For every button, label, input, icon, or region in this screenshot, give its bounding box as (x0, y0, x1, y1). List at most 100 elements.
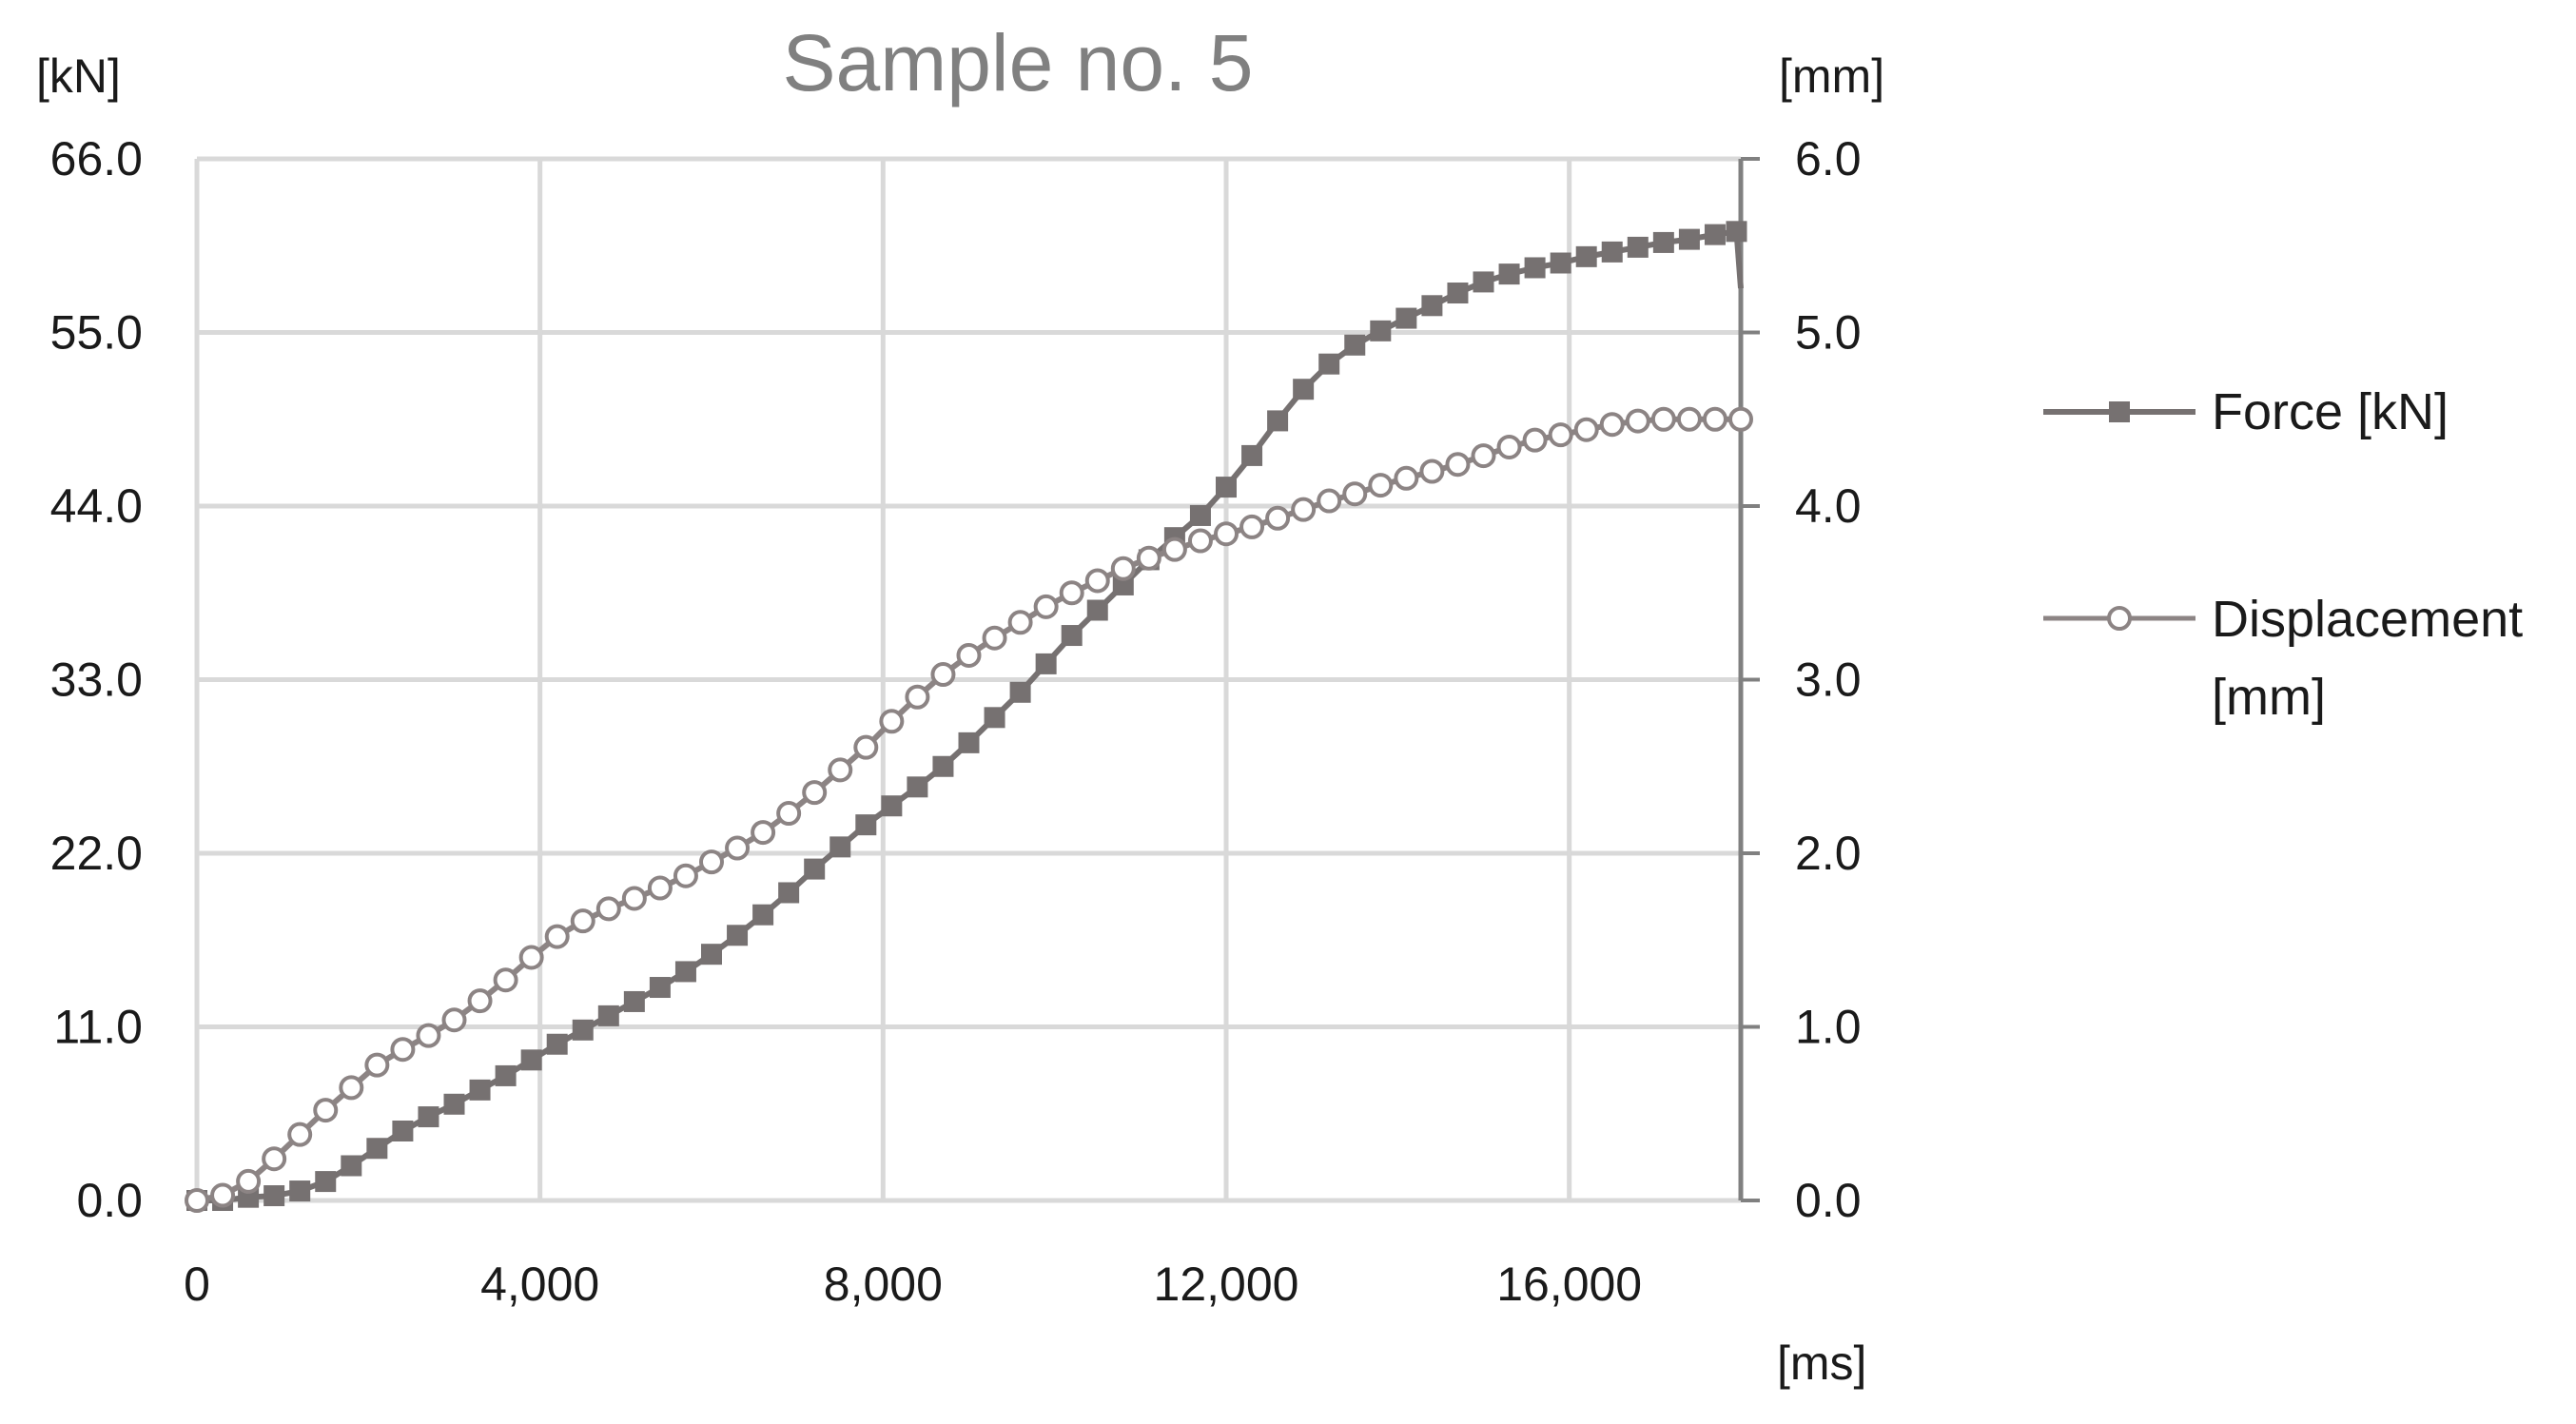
y-left-tick-label: 55.0 (50, 306, 143, 360)
tick-labels: 0.0 0.0 11.0 1.0 22.0 2.0 33.0 3.0 44.0 4.0 55.0 5.… (50, 132, 1862, 1311)
force-data-point (520, 1049, 542, 1071)
displacement-data-point (828, 757, 853, 783)
displacement-data-point (1161, 536, 1187, 562)
displacement-data-point (725, 835, 751, 861)
displacement-data-point (210, 1182, 236, 1208)
force-data-point (623, 990, 645, 1012)
force-data-point (1189, 504, 1211, 526)
y-right-tick-label: 6.0 (1795, 132, 1862, 185)
force-data-point (855, 814, 877, 836)
displacement-data-point (956, 642, 982, 668)
displacement-data-point (287, 1122, 313, 1147)
displacement-data-point (1394, 465, 1419, 491)
y-right-tick-label: 1.0 (1795, 1001, 1862, 1054)
force-data-point (1652, 231, 1674, 253)
force-data-point (315, 1171, 337, 1193)
force-data-point (443, 1093, 465, 1115)
y-right-tick-label: 4.0 (1795, 479, 1862, 533)
force-data-point (984, 707, 1005, 729)
displacement-data-point (1059, 580, 1084, 606)
y-right-tick-label: 5.0 (1795, 306, 1862, 360)
y-right-tick-label: 3.0 (1795, 653, 1862, 707)
force-data-point (752, 904, 774, 926)
displacement-data-point (1265, 505, 1291, 531)
x-tick-label: 0 (184, 1258, 210, 1311)
displacement-data-point (673, 863, 698, 888)
displacement-data-point (1033, 594, 1059, 619)
x-tick-label: 4,000 (480, 1258, 599, 1311)
displacement-data-point (441, 1007, 467, 1033)
displacement-data-point (1110, 556, 1136, 581)
displacement-data-point (364, 1052, 390, 1078)
y-right-unit-label: [mm] (1779, 49, 1884, 103)
force-data-point (1293, 379, 1315, 400)
displacement-data-point (1445, 452, 1471, 478)
force-data-point (1267, 410, 1289, 432)
displacement-data-point (1599, 412, 1625, 438)
displacement-data-point (1728, 406, 1753, 432)
displacement-data-point (1368, 473, 1394, 498)
force-data-point (469, 1079, 491, 1101)
legend-displacement-label: Displacement [mm] (2212, 591, 2523, 726)
force-data-point (1524, 257, 1546, 279)
displacement-data-point (982, 625, 1007, 651)
force-data-point (649, 977, 671, 999)
force-data-point (546, 1033, 568, 1055)
force-data-point (572, 1019, 594, 1041)
displacement-data-point (1187, 528, 1213, 554)
force-data-point (1601, 241, 1623, 263)
displacement-data-point (1291, 497, 1317, 522)
displacement-data-point (1239, 514, 1265, 539)
displacement-data-point (1419, 458, 1445, 484)
displacement-data-point (1573, 417, 1599, 442)
force-data-point (674, 961, 696, 983)
displacement-data-point (185, 1188, 209, 1213)
displacement-data-point (1548, 422, 1573, 448)
displacement-data-point (390, 1037, 416, 1063)
force-data-point (366, 1138, 388, 1160)
displacement-data-point (699, 849, 724, 875)
force-data-point (263, 1185, 285, 1207)
displacement-data-point (1317, 488, 1342, 514)
force-data-point (1550, 252, 1571, 274)
displacement-data-point (1650, 406, 1676, 432)
force-data-point (1061, 625, 1083, 647)
displacement-data-point (647, 875, 673, 901)
displacement-data-point (802, 780, 828, 806)
legend-displacement-marker (2107, 606, 2132, 631)
force-data-point (829, 836, 851, 858)
displacement-data-point (339, 1075, 364, 1101)
displacement-data-point (236, 1168, 262, 1194)
force-data-point (1318, 353, 1340, 375)
force-data-point (958, 732, 980, 753)
displacement-data-point (751, 820, 776, 846)
plot-series (185, 221, 1753, 1213)
chart-title: Sample no. 5 (783, 18, 1254, 107)
displacement-data-point (262, 1146, 287, 1172)
displacement-data-point (1702, 406, 1727, 432)
force-data-point (495, 1064, 517, 1086)
displacement-data-point (544, 924, 570, 949)
displacement-data-point (1676, 406, 1702, 432)
force-data-point (1726, 221, 1747, 243)
force-data-point (1447, 283, 1469, 304)
force-data-point (1704, 224, 1726, 245)
legend-force-marker (2109, 401, 2130, 422)
axes (197, 157, 1760, 1203)
y-left-unit-label: [kN] (36, 49, 121, 103)
x-tick-label: 16,000 (1496, 1258, 1642, 1311)
y-left-tick-label: 66.0 (50, 132, 143, 185)
force-data-point (1473, 271, 1494, 293)
force-data-point (418, 1106, 439, 1128)
displacement-data-point (493, 967, 518, 993)
displacement-data-point (930, 662, 956, 688)
displacement-data-point (570, 908, 595, 934)
displacement-data-point (776, 801, 802, 827)
y-left-tick-label: 44.0 (50, 479, 143, 533)
force-data-point (1035, 653, 1057, 674)
force-data-point (1421, 295, 1443, 317)
force-data-point (1344, 334, 1366, 356)
displacement-data-point (313, 1098, 339, 1123)
